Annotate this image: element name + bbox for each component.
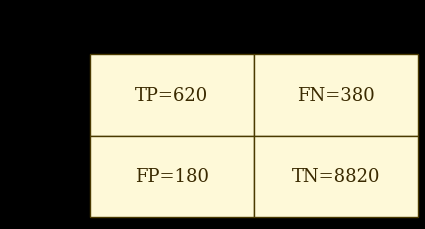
Text: TN=8820: TN=8820 — [292, 168, 380, 185]
Text: FP=180: FP=180 — [135, 168, 209, 185]
Bar — [90, 55, 254, 136]
Bar — [254, 55, 418, 136]
Bar — [90, 136, 254, 217]
Text: FN=380: FN=380 — [297, 86, 375, 104]
Text: TP=620: TP=620 — [136, 86, 209, 104]
Bar — [254, 136, 418, 217]
